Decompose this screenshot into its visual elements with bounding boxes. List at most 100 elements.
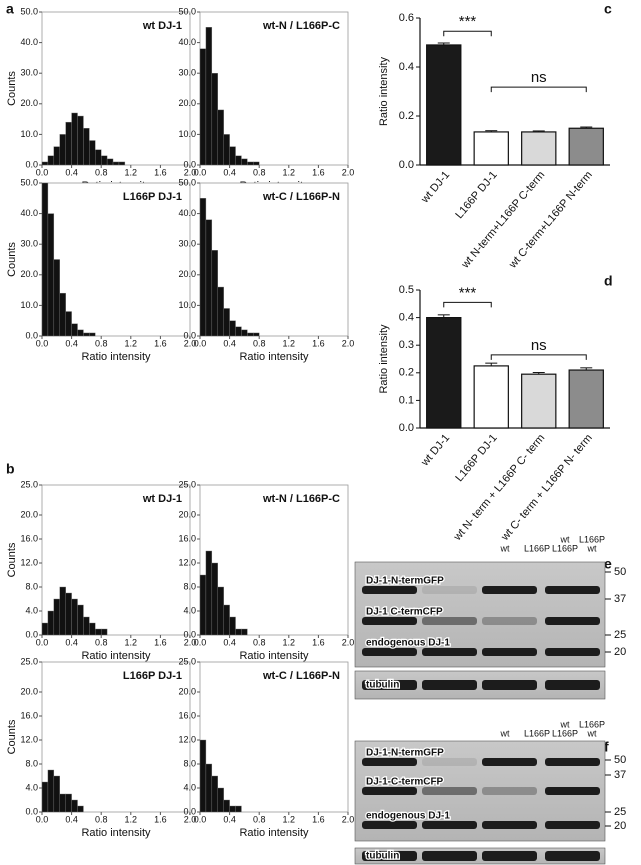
histogram-bar xyxy=(205,550,213,636)
blot-band xyxy=(422,680,477,690)
y-tick-label: 40.0 xyxy=(20,37,38,47)
y-tick-label: 0.4 xyxy=(399,61,414,73)
x-tick-label: 0.4 xyxy=(65,814,78,824)
blot-band xyxy=(482,851,537,861)
histogram-bar xyxy=(235,628,242,636)
x-tick-label: 2.0 xyxy=(342,637,355,647)
y-tick-label: 4.0 xyxy=(25,605,38,615)
x-tick-label: 2.0 xyxy=(184,167,197,177)
y-tick-label: 30.0 xyxy=(20,239,38,249)
significance-bracket xyxy=(443,30,492,37)
x-axis-label: Ratio intensity xyxy=(81,351,151,363)
marker-label: 20 xyxy=(614,646,626,658)
x-tick-label: 0.4 xyxy=(65,167,78,177)
x-tick-label: 1.2 xyxy=(125,637,138,647)
x-axis-label: Ratio intensity xyxy=(239,650,309,662)
marker-label: 20 xyxy=(614,820,626,832)
y-tick-label: 0.0 xyxy=(25,159,38,169)
y-tick-label: 20.0 xyxy=(178,686,196,696)
histogram-bar xyxy=(118,161,126,166)
histogram-bar xyxy=(247,332,254,337)
histogram-bar xyxy=(89,140,96,166)
y-tick-label: 16.0 xyxy=(20,533,38,543)
histogram-bar xyxy=(77,329,84,337)
histogram-bar xyxy=(217,286,224,337)
bar xyxy=(568,127,604,166)
x-tick-label: 1.6 xyxy=(312,814,325,824)
blot-band xyxy=(545,680,600,690)
histogram-bar xyxy=(199,739,207,813)
x-tick-label: 0.8 xyxy=(95,814,108,824)
histogram-bar xyxy=(106,158,114,166)
y-tick-label: 12.0 xyxy=(20,734,38,744)
x-tick-label: 0.0 xyxy=(36,338,49,348)
x-tick-label: 1.2 xyxy=(125,814,138,824)
y-axis-label: Counts xyxy=(6,242,18,277)
histogram-bar xyxy=(229,616,236,636)
plot-frame xyxy=(199,661,349,813)
x-tick-label: 1.6 xyxy=(154,814,167,824)
histogram-bar xyxy=(53,259,60,337)
histogram-bar xyxy=(223,308,230,337)
x-tick-label: 1.6 xyxy=(312,637,325,647)
histogram-bar xyxy=(223,799,230,813)
y-tick-label: 0.0 xyxy=(25,806,38,816)
histogram-bar xyxy=(223,604,230,636)
blot-band xyxy=(482,586,537,594)
lane-label: wt xyxy=(587,543,597,553)
x-tick-label: 0.8 xyxy=(253,637,266,647)
significance-label: *** xyxy=(459,13,477,30)
histogram-bar xyxy=(235,326,242,337)
x-tick-label: 0.8 xyxy=(95,637,108,647)
x-axis-label: Ratio intensity xyxy=(81,827,151,839)
histogram-bar xyxy=(53,146,60,166)
y-tick-label: 8.0 xyxy=(25,581,38,591)
histogram-bar xyxy=(59,793,66,813)
y-tick-label: 40.0 xyxy=(178,208,196,218)
histogram-bar xyxy=(53,598,60,636)
y-tick-label: 8.0 xyxy=(25,758,38,768)
histogram-bar xyxy=(71,323,78,337)
histogram-bar xyxy=(229,146,236,166)
y-tick-label: 30.0 xyxy=(20,68,38,78)
significance-bracket xyxy=(490,86,587,93)
marker-label: 37 xyxy=(614,593,626,605)
blot-band xyxy=(482,648,537,656)
blot-band xyxy=(362,851,417,861)
x-tick-label: 1.2 xyxy=(283,338,296,348)
chart-title: wt-N / L166P-C xyxy=(262,493,340,505)
significance-label: ns xyxy=(531,69,547,86)
x-tick-label: 0.0 xyxy=(194,814,207,824)
bar xyxy=(426,44,462,166)
x-tick-label: wt C-term+L166P N-term xyxy=(506,169,594,271)
histogram-bar xyxy=(77,604,84,636)
lane-label: wt xyxy=(587,728,597,738)
x-tick-label: 0.0 xyxy=(194,167,207,177)
y-tick-label: 25.0 xyxy=(20,656,38,666)
histogram-bar xyxy=(65,121,72,166)
y-tick-label: 20.0 xyxy=(178,98,196,108)
chart-title: wt DJ-1 xyxy=(142,493,182,505)
y-tick-label: 20.0 xyxy=(20,269,38,279)
y-tick-label: 25.0 xyxy=(20,479,38,489)
x-tick-label: 0.8 xyxy=(253,338,266,348)
histogram-bar xyxy=(235,805,242,813)
histogram-bar xyxy=(65,311,72,337)
blot-band xyxy=(545,586,600,594)
lane-label: wt xyxy=(560,719,570,729)
lane-label: L166P xyxy=(552,543,578,553)
y-tick-label: 16.0 xyxy=(20,710,38,720)
histogram-bar xyxy=(229,320,236,337)
histogram-bar xyxy=(41,781,49,813)
blot-band xyxy=(422,821,477,829)
y-tick-label: 25.0 xyxy=(178,479,196,489)
x-tick-label: wt C- term + L166P N- term xyxy=(498,432,594,544)
lane-label: L166P xyxy=(579,719,605,729)
histogram-bar xyxy=(211,562,218,636)
histogram-bar xyxy=(241,628,248,636)
x-tick-label: 1.6 xyxy=(154,637,167,647)
y-tick-label: 50.0 xyxy=(20,6,38,16)
y-tick-label: 20.0 xyxy=(178,509,196,519)
blot-band xyxy=(545,787,600,795)
histogram-bar xyxy=(205,219,213,337)
